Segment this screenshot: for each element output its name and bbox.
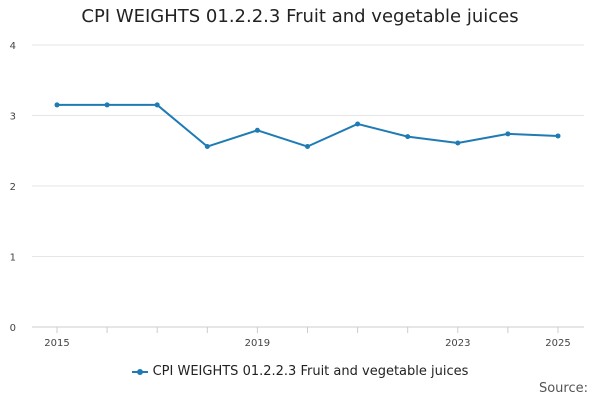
data-point-2019	[254, 127, 260, 133]
series-line-0	[57, 103, 559, 148]
x-tick-label-2019: 2019	[245, 338, 270, 349]
legend-label: CPI WEIGHTS 01.2.2.3 Fruit and vegetable…	[152, 364, 469, 379]
data-point-2020	[305, 144, 310, 150]
x-tick-label-2015: 2015	[44, 338, 69, 349]
legend-marker-icon	[131, 367, 148, 377]
y-tick-label-0: 0	[10, 323, 16, 334]
data-point-2024	[505, 131, 511, 137]
data-point-2023	[455, 140, 461, 146]
y-tick-label-2: 2	[10, 182, 16, 193]
legend[interactable]: CPI WEIGHTS 01.2.2.3 Fruit and vegetable…	[0, 364, 600, 379]
x-tick-label-2023: 2023	[445, 338, 470, 349]
y-tick-label-1: 1	[10, 253, 16, 264]
y-axis-labels: 0 1 2 3 4	[10, 41, 16, 334]
x-tick-label-2025: 2025	[545, 338, 570, 349]
data-point-2021	[355, 121, 361, 127]
data-point-2018	[204, 144, 210, 150]
data-point-2016	[104, 102, 110, 108]
source-label: Source:	[538, 381, 588, 396]
data-point-2025	[555, 133, 561, 139]
data-point-2022	[405, 134, 411, 140]
series-group	[54, 102, 561, 150]
chart-title: CPI WEIGHTS 01.2.2.3 Fruit and vegetable…	[81, 6, 519, 27]
data-point-2015	[54, 102, 60, 108]
x-axis-labels: 2015 2019 2023 2025	[44, 338, 570, 349]
y-tick-label-3: 3	[10, 112, 16, 123]
grid-lines	[32, 44, 584, 257]
y-tick-label-4: 4	[10, 41, 16, 52]
data-point-2017	[154, 102, 160, 108]
axes	[32, 326, 584, 333]
